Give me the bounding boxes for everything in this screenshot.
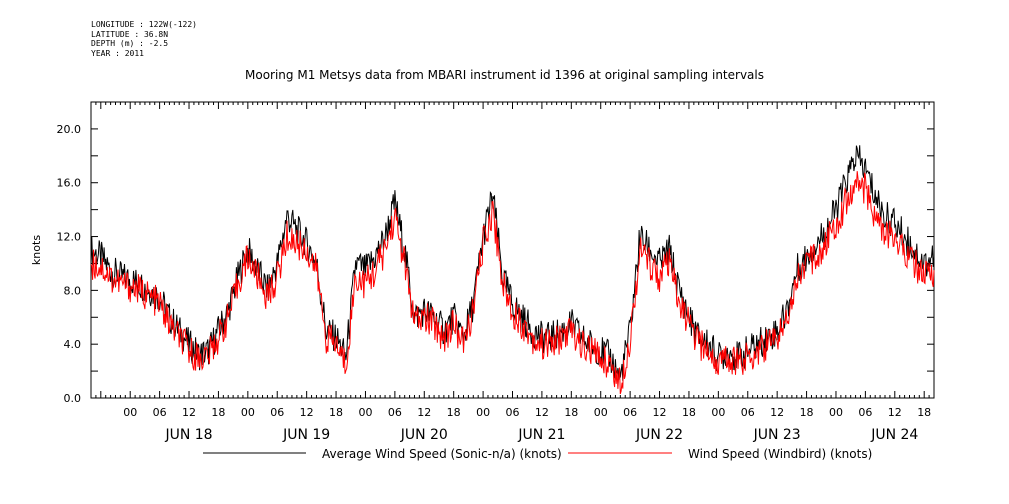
x-day-label: JUN 19 (282, 427, 330, 443)
legend-label-1: Wind Speed (Windbird) (knots) (688, 447, 872, 461)
x-tick-label: 18 (800, 406, 814, 419)
x-tick-label: 06 (153, 406, 167, 419)
x-tick-label: 06 (741, 406, 755, 419)
x-tick-label: 06 (858, 406, 872, 419)
x-tick-label: 18 (447, 406, 461, 419)
x-tick-label: 12 (770, 406, 784, 419)
x-tick-label: 12 (888, 406, 902, 419)
x-tick-label: 12 (653, 406, 667, 419)
x-tick-label: 00 (711, 406, 725, 419)
x-tick-label: 00 (358, 406, 372, 419)
x-tick-label: 12 (182, 406, 196, 419)
legend-label-0: Average Wind Speed (Sonic-n/a) (knots) (322, 447, 562, 461)
x-tick-label: 18 (211, 406, 225, 419)
x-day-label: JUN 23 (753, 427, 801, 443)
y-tick-label: 12.0 (57, 231, 82, 244)
y-tick-label: 20.0 (57, 123, 82, 136)
x-tick-label: 12 (535, 406, 549, 419)
x-tick-label: 18 (917, 406, 931, 419)
y-tick-label: 8.0 (64, 284, 82, 297)
y-tick-label: 0.0 (64, 392, 82, 405)
x-tick-label: 00 (123, 406, 137, 419)
x-tick-label: 12 (417, 406, 431, 419)
x-tick-label: 06 (623, 406, 637, 419)
x-tick-label: 18 (564, 406, 578, 419)
x-tick-label: 06 (506, 406, 520, 419)
y-tick-label: 16.0 (57, 177, 82, 190)
x-tick-label: 06 (388, 406, 402, 419)
y-tick-label: 4.0 (64, 338, 82, 351)
x-tick-label: 00 (594, 406, 608, 419)
x-day-label: JUN 18 (164, 427, 212, 443)
x-tick-label: 18 (682, 406, 696, 419)
y-axis-label: knots (30, 235, 43, 265)
x-day-label: JUN 24 (870, 427, 918, 443)
x-day-label: JUN 20 (400, 427, 448, 443)
x-tick-label: 00 (476, 406, 490, 419)
x-tick-label: 18 (329, 406, 343, 419)
x-tick-label: 06 (270, 406, 284, 419)
x-tick-label: 00 (829, 406, 843, 419)
x-tick-label: 00 (241, 406, 255, 419)
series-line-1 (91, 171, 934, 394)
x-day-label: JUN 21 (517, 427, 565, 443)
x-day-label: JUN 22 (635, 427, 683, 443)
x-tick-label: 12 (300, 406, 314, 419)
